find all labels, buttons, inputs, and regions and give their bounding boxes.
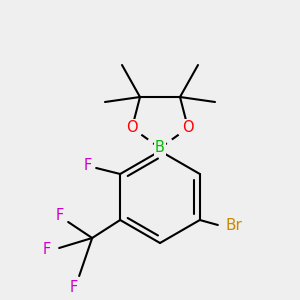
Text: F: F [70,280,78,296]
Text: F: F [84,158,92,173]
Text: F: F [43,242,51,257]
Text: F: F [56,208,64,224]
Text: Br: Br [225,218,242,232]
Text: B: B [155,140,165,155]
Text: O: O [126,121,138,136]
Text: O: O [182,121,194,136]
